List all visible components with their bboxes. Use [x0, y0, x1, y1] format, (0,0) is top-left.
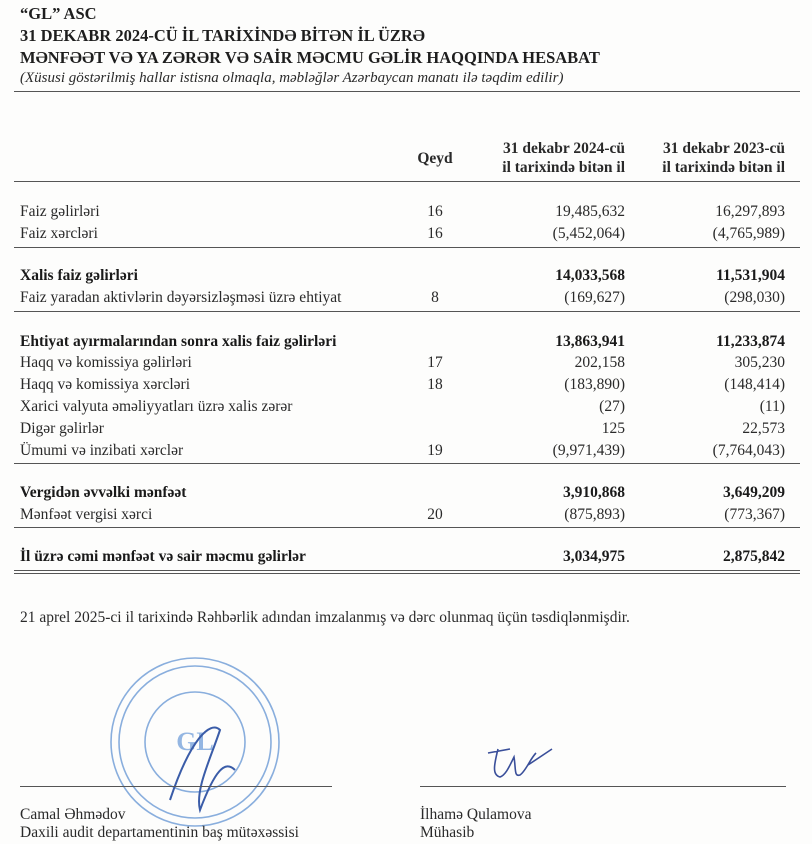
approval-note: 21 aprel 2025-ci il tarixində Rəhbərlik … [20, 609, 630, 626]
row-label: Xarici valyuta əməliyyatları üzrə xalis … [20, 398, 293, 415]
value-2023: 11,233,874 [716, 333, 785, 350]
value-2023: (773,367) [724, 506, 785, 523]
value-2023: (298,030) [724, 289, 785, 306]
value-2023: (148,414) [724, 376, 785, 393]
row-divider [14, 463, 800, 464]
value-2023: 16,297,893 [715, 203, 785, 220]
value-2024: (875,893) [564, 506, 625, 523]
table-row: Faiz gəlirləri 16 19,485,632 16,297,893 [0, 203, 812, 223]
row-label: Digər gəlirlər [20, 420, 104, 437]
stamp-logo: GL [176, 727, 214, 756]
value-2023: (4,765,989) [712, 225, 785, 242]
value-2024: 3,034,975 [563, 548, 625, 565]
signatory-position: Mühasib [420, 824, 475, 841]
row-label: Haqq və komissiya xərcləri [20, 376, 191, 393]
value-2023: 22,573 [742, 420, 785, 437]
row-note: 8 [431, 289, 439, 306]
table-row: İl üzrə cəmi mənfəət və sair məcmu gəlir… [0, 548, 812, 568]
signature-line-right [420, 786, 786, 787]
row-note: 16 [427, 203, 443, 220]
value-2023: (7,764,043) [712, 442, 785, 459]
table-row: Faiz yaradan aktivlərin dəyərsizləşməsi … [0, 289, 812, 309]
row-note: 18 [427, 376, 443, 393]
column-header-note: Qeyd [417, 150, 453, 167]
column-header-2024-line1: 31 dekabr 2024-cü [502, 140, 625, 157]
value-2023: (11) [759, 398, 785, 415]
report-title-line2: MƏNFƏƏT VƏ YA ZƏRƏR VƏ SAİR MƏCMU GƏLİR … [20, 48, 600, 67]
table-row: Digər gəlirlər 125 22,573 [0, 420, 812, 440]
value-2023: 2,875,842 [723, 548, 785, 565]
value-2024: (169,627) [564, 289, 625, 306]
table-row: Vergidən əvvəlki mənfəət 3,910,868 3,649,2… [0, 484, 812, 504]
value-2024: 125 [601, 420, 625, 437]
row-divider [14, 570, 800, 571]
signature-ilhama [487, 748, 553, 778]
row-label: Ümumi və inzibati xərclər [20, 442, 184, 459]
table-row: Ümumi və inzibati xərclər 19 (9,971,439) (7… [0, 442, 812, 462]
table-row: Faiz xərcləri 16 (5,452,064) (4,765,989) [0, 225, 812, 245]
value-2024: 3,910,868 [563, 484, 625, 501]
row-label: Haqq və komissiya gəlirləri [20, 354, 192, 371]
column-header-2023-line1: 31 dekabr 2023-cü [662, 140, 785, 157]
row-label: Xalis faiz gəlirləri [20, 267, 138, 284]
row-note: 19 [427, 442, 443, 459]
divider [14, 91, 800, 92]
signature-camal [169, 726, 236, 814]
value-2024: 13,863,941 [555, 333, 625, 350]
company-name: “GL” ASC [20, 4, 97, 23]
row-label: Faiz xərcləri [20, 225, 98, 242]
value-2024: 19,485,632 [555, 203, 625, 220]
row-divider [14, 527, 800, 528]
column-header-2023-line2: il tarixində bitən il [662, 159, 785, 176]
header-divider [14, 181, 800, 182]
table-row: Ehtiyat ayırmalarından sonra xalis faiz … [0, 333, 812, 353]
row-divider [14, 247, 800, 248]
signatory-position: Daxili audit departamentinin baş mütəxəs… [20, 824, 299, 841]
value-2024: (5,452,064) [552, 225, 625, 242]
value-2023: 305,230 [734, 354, 785, 371]
value-2024: 202,158 [574, 354, 625, 371]
row-note: 17 [427, 354, 443, 371]
value-2024: (183,890) [564, 376, 625, 393]
row-label: Faiz yaradan aktivlərin dəyərsizləşməsi … [20, 289, 342, 306]
value-2024: (9,971,439) [552, 442, 625, 459]
row-label: İl üzrə cəmi mənfəət və sair məcmu gəlir… [20, 548, 306, 565]
report-title-line1: 31 DEKABR 2024-CÜ İL TARİXİNDƏ BİTƏN İL … [20, 26, 425, 45]
table-row: Haqq və komissiya gəlirləri 17 202,158 305,… [0, 354, 812, 374]
signatory-name: Camal Əhmədov [20, 806, 126, 823]
column-header-2024-line2: il tarixində bitən il [502, 159, 625, 176]
row-divider [14, 311, 800, 312]
row-note: 20 [427, 506, 443, 523]
table-row: Haqq və komissiya xərcləri 18 (183,890) (14… [0, 376, 812, 396]
value-2024: 14,033,568 [555, 267, 625, 284]
row-label: Faiz gəlirləri [20, 203, 100, 220]
report-subtitle: (Xüsusi göstərilmiş hallar istisna olmaq… [20, 70, 564, 86]
row-label: Ehtiyat ayırmalarından sonra xalis faiz … [20, 333, 337, 350]
signatory-name: İlhamə Qulamova [420, 806, 532, 823]
company-stamp: GL [110, 657, 280, 827]
value-2024: (27) [599, 398, 625, 415]
row-divider [14, 573, 800, 574]
table-row: Xalis faiz gəlirləri 14,033,568 11,531,904 [0, 267, 812, 287]
row-label: Vergidən əvvəlki mənfəət [20, 484, 187, 501]
table-row: Mənfəət vergisi xərci 20 (875,893) (773,367… [0, 506, 812, 526]
row-label: Mənfəət vergisi xərci [20, 506, 153, 523]
value-2023: 3,649,209 [723, 484, 785, 501]
value-2023: 11,531,904 [716, 267, 785, 284]
table-row: Xarici valyuta əməliyyatları üzrə xalis … [0, 398, 812, 418]
signature-line-left [20, 786, 332, 787]
row-note: 16 [427, 225, 443, 242]
